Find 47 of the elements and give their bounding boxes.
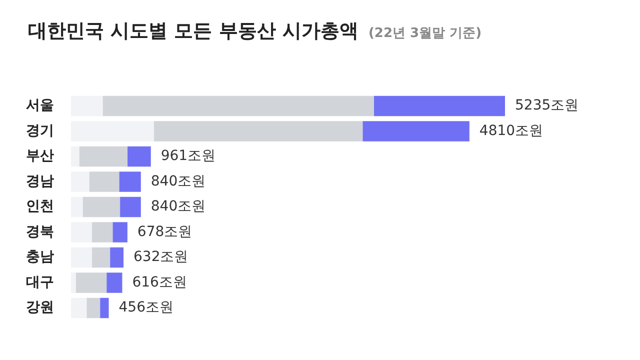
bar <box>82 196 120 218</box>
annotation: 632조원 <box>134 249 188 266</box>
annotation: 456조원 <box>118 300 174 316</box>
annotation: 4810조원 <box>479 122 544 139</box>
annotation: 616조원 <box>132 274 187 290</box>
bar <box>110 247 124 268</box>
y-tick-label: 강원 <box>26 300 54 316</box>
bar <box>89 172 120 192</box>
bar <box>86 298 100 318</box>
chart-title: 대한민국 시도별 모든 부동산 시가총액 <box>28 19 358 44</box>
bar <box>120 196 141 218</box>
annotation: 840조원 <box>150 198 206 215</box>
bar <box>71 298 87 318</box>
y-tick-label: 대구 <box>26 274 54 290</box>
y-tick-label: 경남 <box>26 173 54 190</box>
bar <box>71 172 90 192</box>
bar <box>100 298 109 318</box>
y-tick-label: 부산 <box>26 148 54 164</box>
y-tick-label: 경기 <box>26 122 54 139</box>
annotation: 961조원 <box>160 148 216 164</box>
bar <box>71 146 80 167</box>
text: 5235조원 <box>515 98 579 114</box>
bar <box>71 222 92 242</box>
y-tick-label: 경북 <box>26 224 54 240</box>
bar <box>112 222 128 242</box>
y-tick-label: 충남 <box>26 249 54 266</box>
bar <box>127 146 151 167</box>
bar <box>106 272 122 293</box>
bar <box>92 222 113 242</box>
y-tick-label: 서울 <box>26 98 54 114</box>
bar <box>102 96 374 116</box>
bar <box>374 96 505 116</box>
y-tick-label: 인천 <box>26 198 54 215</box>
annotation: 678조원 <box>137 224 192 240</box>
bar <box>119 172 141 192</box>
bar <box>71 196 83 218</box>
bar <box>71 247 92 268</box>
bar <box>154 121 363 142</box>
chart-subtitle: (22년 3월말 기준) <box>368 25 482 42</box>
bar <box>71 272 76 293</box>
bar <box>92 247 110 268</box>
bar <box>362 121 470 142</box>
bar <box>71 96 103 116</box>
bar <box>76 272 107 293</box>
bar <box>71 121 154 142</box>
bar <box>79 146 128 167</box>
annotation: 840조원 <box>150 173 206 190</box>
